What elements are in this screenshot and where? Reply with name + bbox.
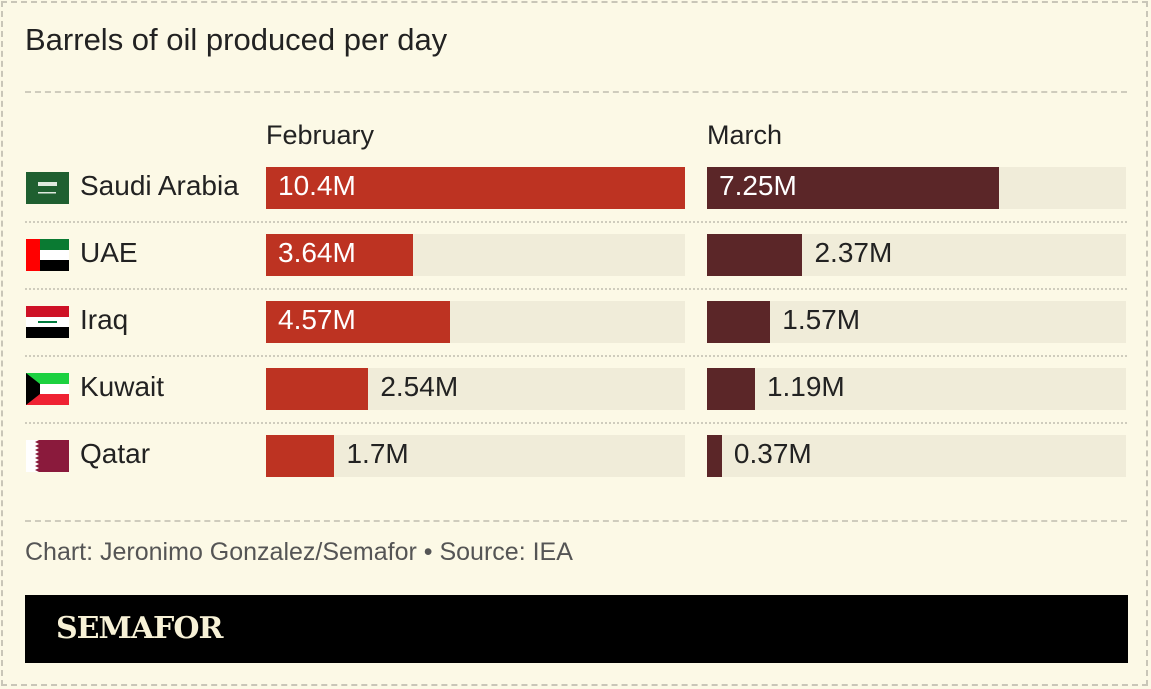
column-header-march: March xyxy=(707,120,783,150)
value-label: 1.57M xyxy=(782,304,861,335)
value-label: 4.57M xyxy=(278,304,356,335)
bar-march xyxy=(707,368,755,410)
title-divider xyxy=(25,91,1127,93)
value-label: 3.64M xyxy=(278,237,356,268)
value-label: 1.19M xyxy=(766,371,845,402)
bar-march xyxy=(707,167,1000,209)
uae-flag-icon xyxy=(26,239,69,271)
value-label: 1.7M xyxy=(346,438,409,469)
bar-track: 4.57M xyxy=(266,301,685,343)
bar-march xyxy=(707,435,722,477)
bar-march xyxy=(707,301,771,343)
bar-track: 7.25M xyxy=(707,167,1126,209)
row-separator xyxy=(25,422,1127,424)
chart-title: Barrels of oil produced per day xyxy=(25,22,448,57)
saudi-arabia-flag-icon xyxy=(26,172,69,204)
chart-row: Kuwait 2.54M 1.19M xyxy=(0,368,1151,410)
brand-footer: SEMAFOR xyxy=(25,595,1128,663)
bar-track: 10.4M xyxy=(266,167,685,209)
value-label: 7.25M xyxy=(719,170,797,201)
country-label: Saudi Arabia xyxy=(80,170,239,201)
value-label: 10.4M xyxy=(278,170,356,201)
row-separator xyxy=(25,221,1127,223)
kuwait-flag-icon xyxy=(26,373,69,405)
bar-track: 1.57M xyxy=(707,301,1126,343)
chart-row: Saudi Arabia 10.4M 7.25M xyxy=(0,167,1151,209)
row-separator xyxy=(25,355,1127,357)
bar-february xyxy=(266,301,451,343)
country-label: Iraq xyxy=(80,304,129,335)
value-label: 2.54M xyxy=(380,371,459,402)
chart-row: Qatar 1.7M 0.37M xyxy=(0,435,1151,477)
chart-row: UAE 3.64M 2.37M xyxy=(0,234,1151,276)
country-label: Kuwait xyxy=(80,371,165,402)
bar-track: 1.19M xyxy=(707,368,1126,410)
country-label: Qatar xyxy=(80,438,151,469)
chart-row: Iraq 4.57M 1.57M xyxy=(0,301,1151,343)
semafor-logo: SEMAFOR xyxy=(56,611,223,646)
bar-track: 2.54M xyxy=(266,368,685,410)
bar-february xyxy=(266,167,685,209)
bar-march xyxy=(707,234,803,276)
country-label: UAE xyxy=(80,237,138,268)
bar-track: 0.37M xyxy=(707,435,1126,477)
iraq-flag-icon xyxy=(26,306,69,338)
bar-track: 3.64M xyxy=(266,234,685,276)
row-separator xyxy=(25,288,1127,290)
chart-credit: Chart: Jeronimo Gonzalez/Semafor • Sourc… xyxy=(25,538,573,566)
bar-february xyxy=(266,234,413,276)
qatar-flag-icon xyxy=(26,440,69,472)
bar-track: 1.7M xyxy=(266,435,685,477)
bar-track: 2.37M xyxy=(707,234,1126,276)
value-label: 2.37M xyxy=(814,237,893,268)
bar-february xyxy=(266,435,335,477)
value-label: 0.37M xyxy=(733,438,812,469)
bar-february xyxy=(266,368,369,410)
column-header-february: February xyxy=(266,120,375,150)
footer-divider xyxy=(25,520,1127,522)
